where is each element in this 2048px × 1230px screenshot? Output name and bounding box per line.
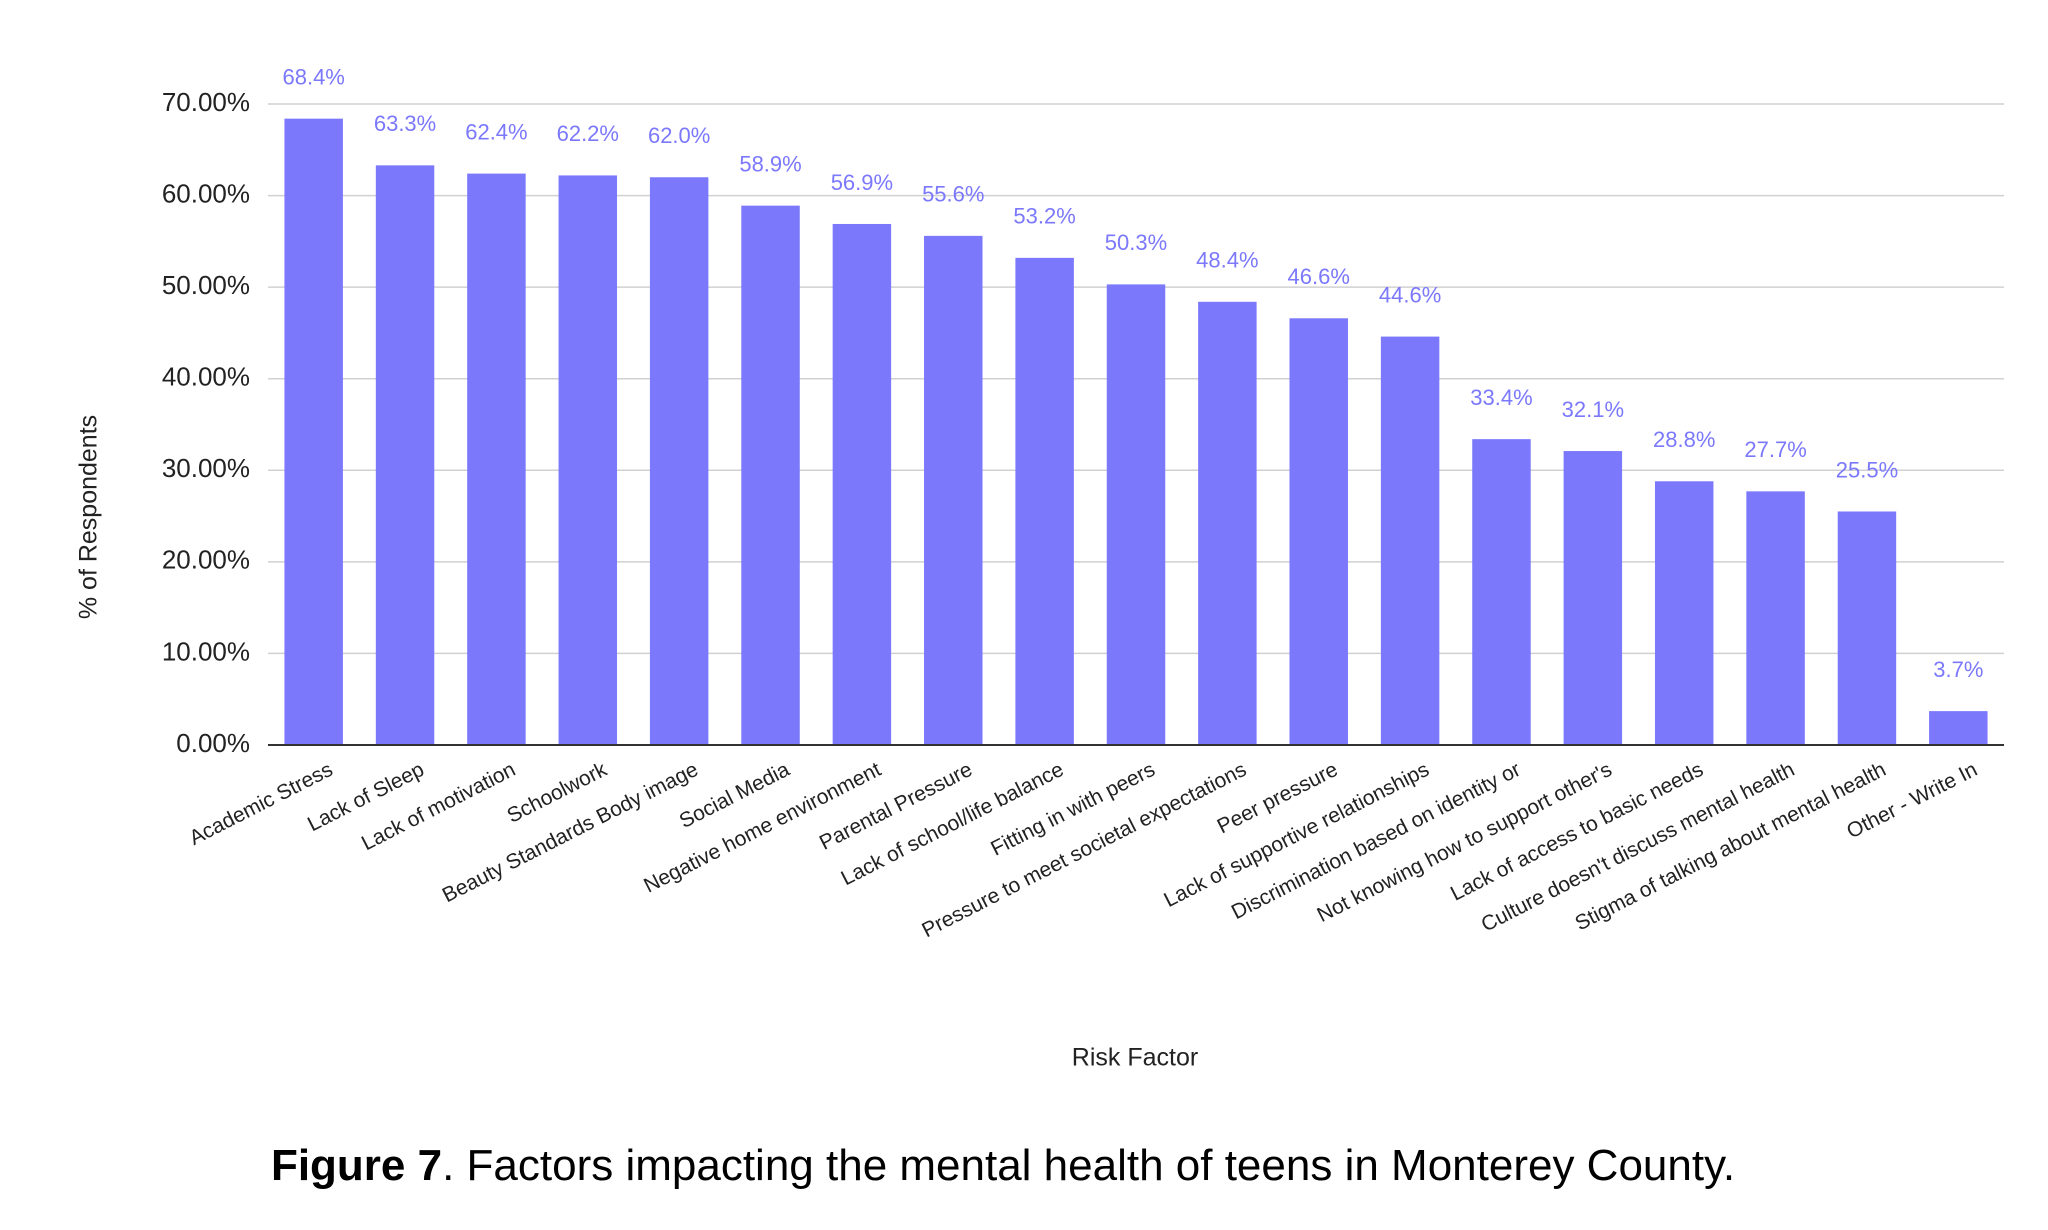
y-tick-label: 40.00%	[162, 362, 250, 392]
value-label: 56.9%	[831, 170, 893, 195]
value-label: 55.6%	[922, 182, 984, 207]
y-tick-label: 20.00%	[162, 545, 250, 575]
bar	[1837, 511, 1897, 745]
x-tick-label: Pressure to meet societal expectations	[918, 758, 1250, 942]
bar	[1106, 284, 1166, 745]
bar	[558, 175, 618, 745]
y-tick-label: 70.00%	[162, 87, 250, 117]
bar	[1563, 451, 1623, 745]
value-label: 3.7%	[1933, 657, 1983, 682]
bar	[649, 177, 709, 745]
y-tick-label: 30.00%	[162, 453, 250, 483]
bar	[924, 235, 983, 745]
value-label: 62.0%	[648, 123, 710, 148]
value-label: 33.4%	[1470, 385, 1532, 410]
bar	[1472, 439, 1531, 745]
y-tick-label: 0.00%	[176, 728, 250, 758]
value-label: 28.8%	[1653, 427, 1715, 452]
y-axis-title: % of Respondents	[75, 415, 103, 619]
value-label: 58.9%	[739, 151, 801, 176]
value-label: 63.3%	[374, 111, 436, 136]
value-label: 44.6%	[1379, 282, 1441, 307]
y-tick-label: 60.00%	[162, 178, 250, 208]
bar	[375, 165, 435, 746]
caption: Figure 7. Factors impacting the mental h…	[271, 1141, 1735, 1190]
value-label: 27.7%	[1744, 437, 1806, 462]
bar	[1746, 491, 1805, 745]
value-label: 62.4%	[465, 119, 527, 144]
bar	[284, 118, 343, 745]
value-label: 53.2%	[1013, 204, 1075, 229]
x-axis-title: Risk Factor	[1072, 1044, 1198, 1072]
bar	[1289, 318, 1348, 745]
value-label: 62.2%	[557, 121, 619, 146]
bar	[1654, 481, 1714, 745]
caption-text: . Factors impacting the mental health of…	[442, 1141, 1735, 1190]
bar	[741, 205, 800, 745]
caption-label: Figure 7	[271, 1141, 442, 1190]
bar	[467, 173, 526, 745]
bar	[1198, 301, 1257, 745]
y-tick-label: 10.00%	[162, 636, 250, 666]
value-label: 50.3%	[1105, 230, 1167, 255]
bar	[1015, 257, 1074, 745]
value-label: 46.6%	[1288, 264, 1350, 289]
value-label: 32.1%	[1562, 397, 1624, 422]
bar	[1380, 336, 1440, 745]
bar	[832, 223, 892, 746]
value-label: 68.4%	[282, 64, 344, 89]
value-label: 25.5%	[1836, 457, 1898, 482]
x-tick-label: Lack of motivation	[358, 758, 519, 855]
y-tick-label: 50.00%	[162, 270, 250, 300]
bar	[1929, 711, 1988, 745]
value-label: 48.4%	[1196, 248, 1258, 273]
